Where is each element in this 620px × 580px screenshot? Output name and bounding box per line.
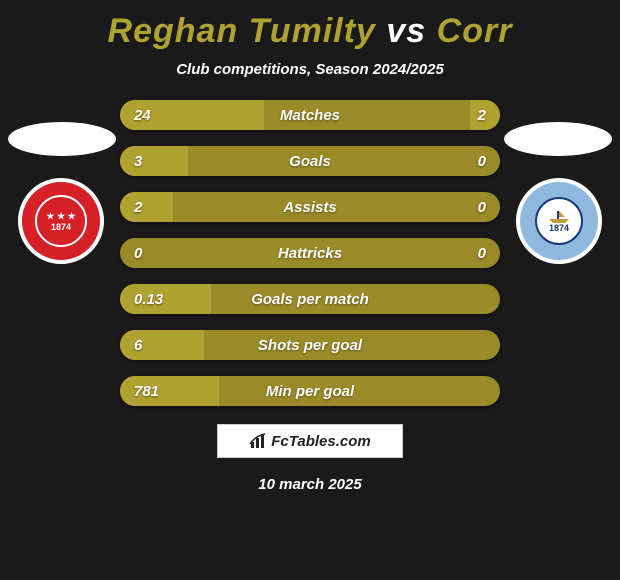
- stat-value-left: 6: [134, 337, 142, 354]
- stat-label: Goals per match: [251, 291, 369, 308]
- stat-value-right: 2: [478, 107, 486, 124]
- stat-label: Goals: [289, 153, 331, 170]
- stat-value-left: 3: [134, 153, 142, 170]
- player2-name: Corr: [437, 12, 513, 50]
- vs-text: vs: [386, 12, 426, 50]
- date: 10 march 2025: [0, 476, 620, 493]
- subtitle: Club competitions, Season 2024/2025: [0, 61, 620, 78]
- stat-row: 6 Shots per goal: [120, 330, 500, 360]
- stat-value-right: 0: [478, 199, 486, 216]
- hamilton-stars: ★ ★ ★: [46, 211, 75, 222]
- stat-value-left: 781: [134, 383, 159, 400]
- player2-photo-placeholder: [504, 122, 612, 156]
- stat-row: 24 Matches 2: [120, 100, 500, 130]
- ship-icon: [547, 209, 571, 223]
- title: Reghan Tumilty vs Corr: [0, 0, 620, 51]
- stat-label: Assists: [283, 199, 336, 216]
- morton-badge: 1874: [516, 178, 602, 264]
- stat-value-left: 24: [134, 107, 151, 124]
- stat-row: 2 Assists 0: [120, 192, 500, 222]
- morton-badge-inner: 1874: [535, 197, 583, 245]
- stat-value-right: 0: [478, 245, 486, 262]
- stat-bar-left: [120, 330, 204, 360]
- stat-label: Shots per goal: [258, 337, 362, 354]
- stat-row: 0 Hattricks 0: [120, 238, 500, 268]
- stat-row: 781 Min per goal: [120, 376, 500, 406]
- stat-value-right: 0: [478, 153, 486, 170]
- fctables-text: FcTables.com: [271, 433, 370, 450]
- player1-name: Reghan Tumilty: [108, 12, 376, 50]
- stat-bar-left: [120, 192, 173, 222]
- stat-value-left: 0: [134, 245, 142, 262]
- stat-label: Min per goal: [266, 383, 354, 400]
- stat-value-left: 2: [134, 199, 142, 216]
- stat-bar-left: [120, 146, 188, 176]
- stat-label: Matches: [280, 107, 340, 124]
- hamilton-badge: ★ ★ ★ 1874: [18, 178, 104, 264]
- chart-icon: [249, 432, 267, 450]
- hamilton-badge-inner: ★ ★ ★ 1874: [35, 195, 87, 247]
- morton-year: 1874: [549, 223, 569, 233]
- stat-label: Hattricks: [278, 245, 342, 262]
- stat-row: 0.13 Goals per match: [120, 284, 500, 314]
- stat-value-left: 0.13: [134, 291, 163, 308]
- stat-row: 3 Goals 0: [120, 146, 500, 176]
- player1-photo-placeholder: [8, 122, 116, 156]
- hamilton-year: 1874: [51, 222, 71, 232]
- stats-container: 24 Matches 2 3 Goals 0 2 Assists 0 0 Hattricks 0 0.1…: [120, 100, 500, 406]
- fctables-logo[interactable]: FcTables.com: [217, 424, 403, 458]
